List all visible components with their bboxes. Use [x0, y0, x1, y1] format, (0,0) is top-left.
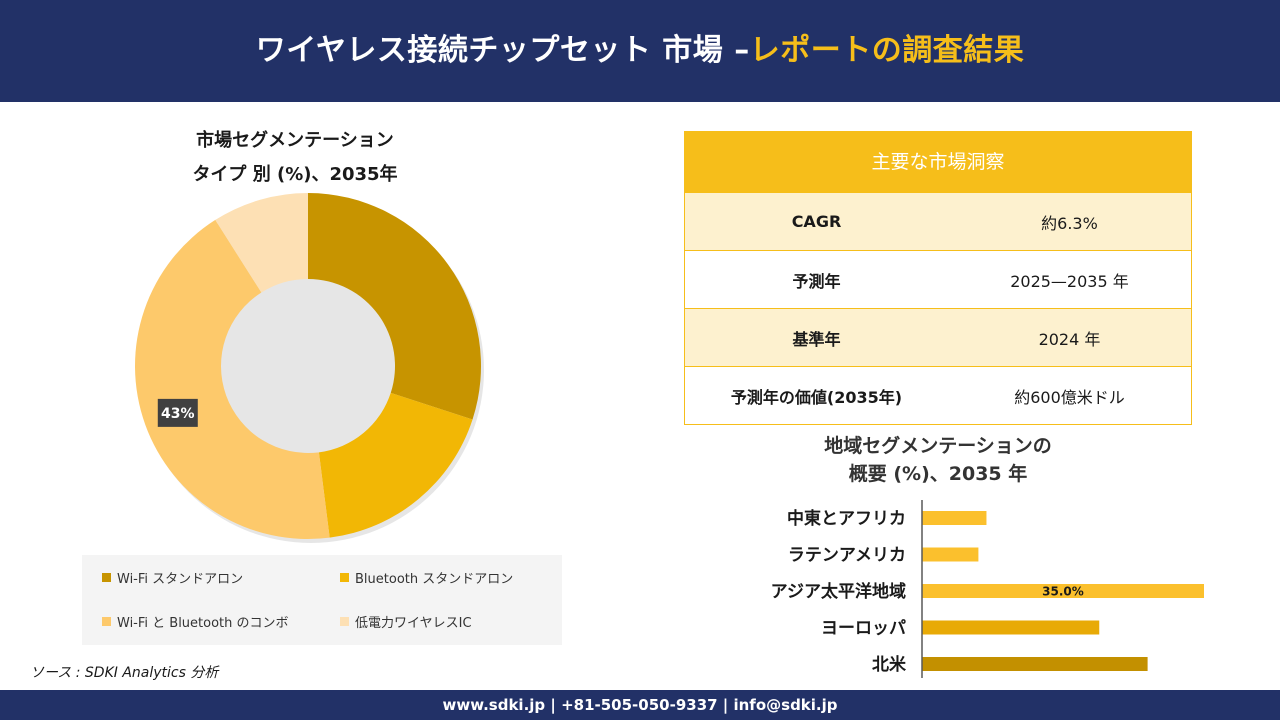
insights-heading: 主要な市場洞察: [685, 132, 1191, 192]
slice-label-box: [157, 398, 198, 427]
insight-value: 約600億米ドル: [1014, 387, 1125, 407]
bar-category-label: アジア太平洋地域: [771, 581, 906, 602]
legend-swatch: [102, 617, 111, 626]
legend-swatch: [102, 573, 111, 582]
insight-key: 基準年: [792, 329, 841, 349]
pie-title-line2: タイプ 別 (%)、2035年: [192, 164, 398, 185]
insight-row: CAGR 約6.3%: [685, 192, 1191, 250]
legend-label: Wi-Fi スタンドアロン: [117, 572, 244, 587]
donut-slice: [308, 193, 481, 420]
slice-label: 43%: [161, 406, 195, 422]
legend-swatch: [340, 573, 349, 582]
insight-value: 約6.3%: [1041, 213, 1098, 233]
insight-row: 基準年 2024 年: [685, 308, 1191, 366]
legend-label: Wi-Fi と Bluetooth のコンボ: [117, 616, 289, 631]
page-title: ワイヤレス接続チップセット 市場 –レポートの調査結果: [0, 0, 1280, 102]
bar-category-label: 北米: [872, 654, 907, 675]
insight-row: 予測年の価値(2035年) 約600億米ドル: [685, 366, 1191, 424]
title-main: ワイヤレス接続チップセット 市場 –: [255, 33, 750, 68]
legend-item: Wi-Fi スタンドアロン: [102, 568, 243, 587]
pie-chart-title: 市場セグメンテーション タイプ 別 (%)、2035年: [140, 124, 450, 192]
bar-value-label: 35.0%: [1042, 585, 1084, 599]
insight-value: 2024 年: [1038, 329, 1101, 349]
bar: [922, 511, 987, 525]
bar: [922, 657, 1148, 671]
donut-chart: 43%: [135, 193, 484, 543]
bar-chart-title: 地域セグメンテーションの 概要 (%)、2035 年: [738, 432, 1138, 488]
source-note: ソース : SDKI Analytics 分析: [30, 665, 219, 681]
pie-title-line1: 市場セグメンテーション: [196, 130, 394, 151]
bar-category-label: ラテンアメリカ: [788, 546, 906, 566]
legend-label: Bluetooth スタンドアロン: [355, 572, 514, 587]
bar: [922, 620, 1100, 635]
insight-key: 予測年の価値(2035年): [730, 387, 903, 407]
legend-label: 低電力ワイヤレスIC: [355, 616, 472, 631]
title-accent: レポートの調査結果: [749, 33, 1025, 68]
donut-slice: [135, 219, 330, 539]
bar-title-line1: 地域セグメンテーションの: [824, 435, 1052, 457]
legend-item: Wi-Fi と Bluetooth のコンボ: [102, 612, 289, 631]
footer-contact: www.sdki.jp | +81-505-050-9337 | info@sd…: [0, 690, 1280, 720]
bar: [922, 584, 1204, 598]
insight-key: CAGR: [791, 212, 842, 231]
insight-key: 予測年: [792, 271, 841, 291]
insights-table: 主要な市場洞察 CAGR 約6.3% 予測年 2025—2035 年 基準年 2…: [684, 131, 1192, 425]
insight-row: 予測年 2025—2035 年: [685, 250, 1191, 308]
legend-swatch: [340, 617, 349, 626]
bar-category-label: 中東とアフリカ: [787, 508, 906, 529]
insight-value: 2025—2035 年: [1010, 271, 1129, 291]
legend-item: Bluetooth スタンドアロン: [340, 568, 513, 587]
donut-slice: [215, 193, 308, 293]
bar-category-label: ヨーロッパ: [821, 619, 906, 639]
pie-legend: Wi-Fi スタンドアロン Bluetooth スタンドアロン Wi-Fi と Bl…: [82, 555, 562, 645]
donut-slice: [318, 392, 473, 538]
header-banner: ワイヤレス接続チップセット 市場 –レポートの調査結果: [0, 0, 1280, 102]
legend-item: 低電力ワイヤレスIC: [340, 612, 472, 631]
bar-title-line2: 概要 (%)、2035 年: [848, 463, 1028, 485]
bar: [922, 547, 979, 562]
